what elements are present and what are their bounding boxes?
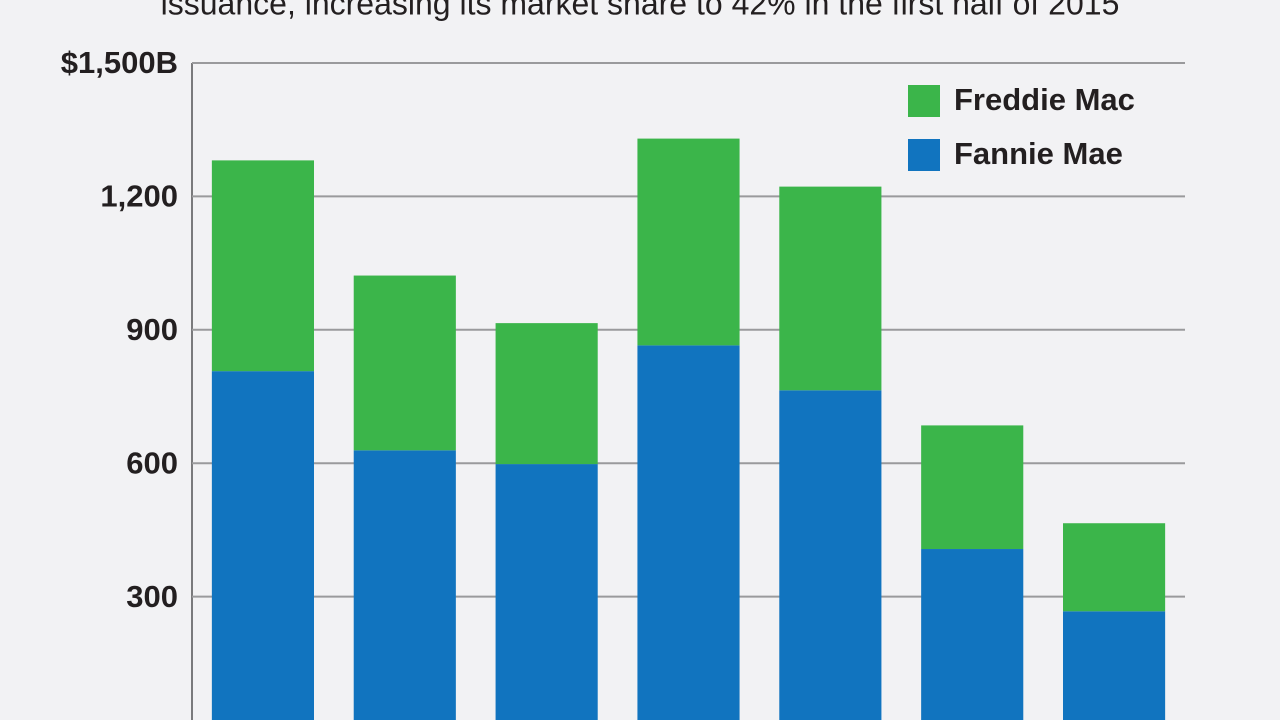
bar-segment bbox=[637, 345, 740, 720]
legend-swatch bbox=[908, 85, 940, 117]
bar-segment bbox=[495, 464, 598, 720]
y-tick-label: 900 bbox=[126, 312, 178, 347]
bar-segment bbox=[921, 549, 1024, 720]
y-tick-label: 600 bbox=[126, 445, 178, 480]
bar-segment bbox=[211, 371, 314, 720]
y-tick-label: $1,500B bbox=[61, 45, 178, 80]
chart-subtitle: issuance, increasing its market share to… bbox=[161, 0, 1120, 21]
bar-segment bbox=[353, 450, 456, 720]
y-tick-label: 300 bbox=[126, 579, 178, 614]
bar-segment bbox=[637, 138, 740, 346]
bar-segment bbox=[211, 160, 314, 372]
bar-segment bbox=[779, 186, 882, 391]
bar-segment bbox=[921, 425, 1024, 550]
bar-segment bbox=[1063, 611, 1166, 720]
bar-segment bbox=[495, 323, 598, 465]
legend-label: Freddie Mac bbox=[954, 82, 1135, 117]
legend-label: Fannie Mae bbox=[954, 136, 1123, 171]
legend-swatch bbox=[908, 139, 940, 171]
bar-segment bbox=[779, 390, 882, 720]
y-tick-label: 1,200 bbox=[100, 179, 178, 214]
bar-segment bbox=[353, 275, 456, 451]
bar-segment bbox=[1063, 523, 1166, 612]
